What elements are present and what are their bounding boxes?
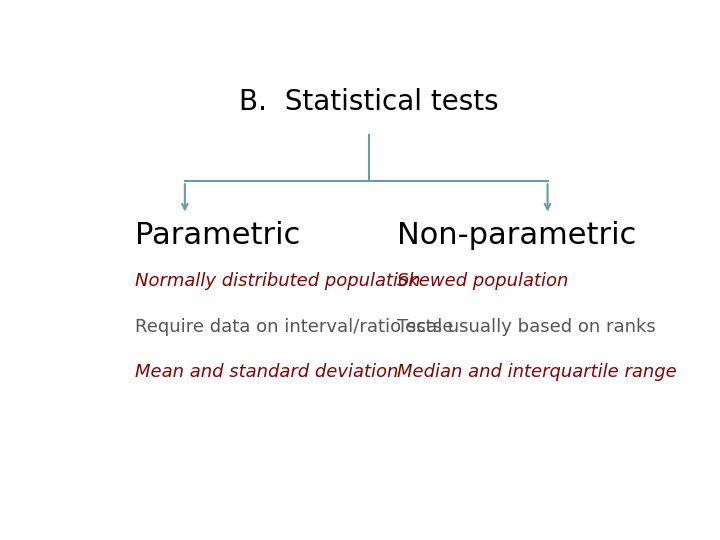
Text: Skewed population: Skewed population <box>397 272 568 290</box>
Text: Normally distributed population: Normally distributed population <box>135 272 420 290</box>
Text: Median and interquartile range: Median and interquartile range <box>397 363 677 381</box>
Text: Mean and standard deviation: Mean and standard deviation <box>135 363 398 381</box>
Text: Tests usually based on ranks: Tests usually based on ranks <box>397 318 656 336</box>
Text: Parametric: Parametric <box>135 221 300 250</box>
Text: B.  Statistical tests: B. Statistical tests <box>239 88 499 116</box>
Text: Non-parametric: Non-parametric <box>397 221 636 250</box>
Text: Require data on interval/ratio scale: Require data on interval/ratio scale <box>135 318 453 336</box>
